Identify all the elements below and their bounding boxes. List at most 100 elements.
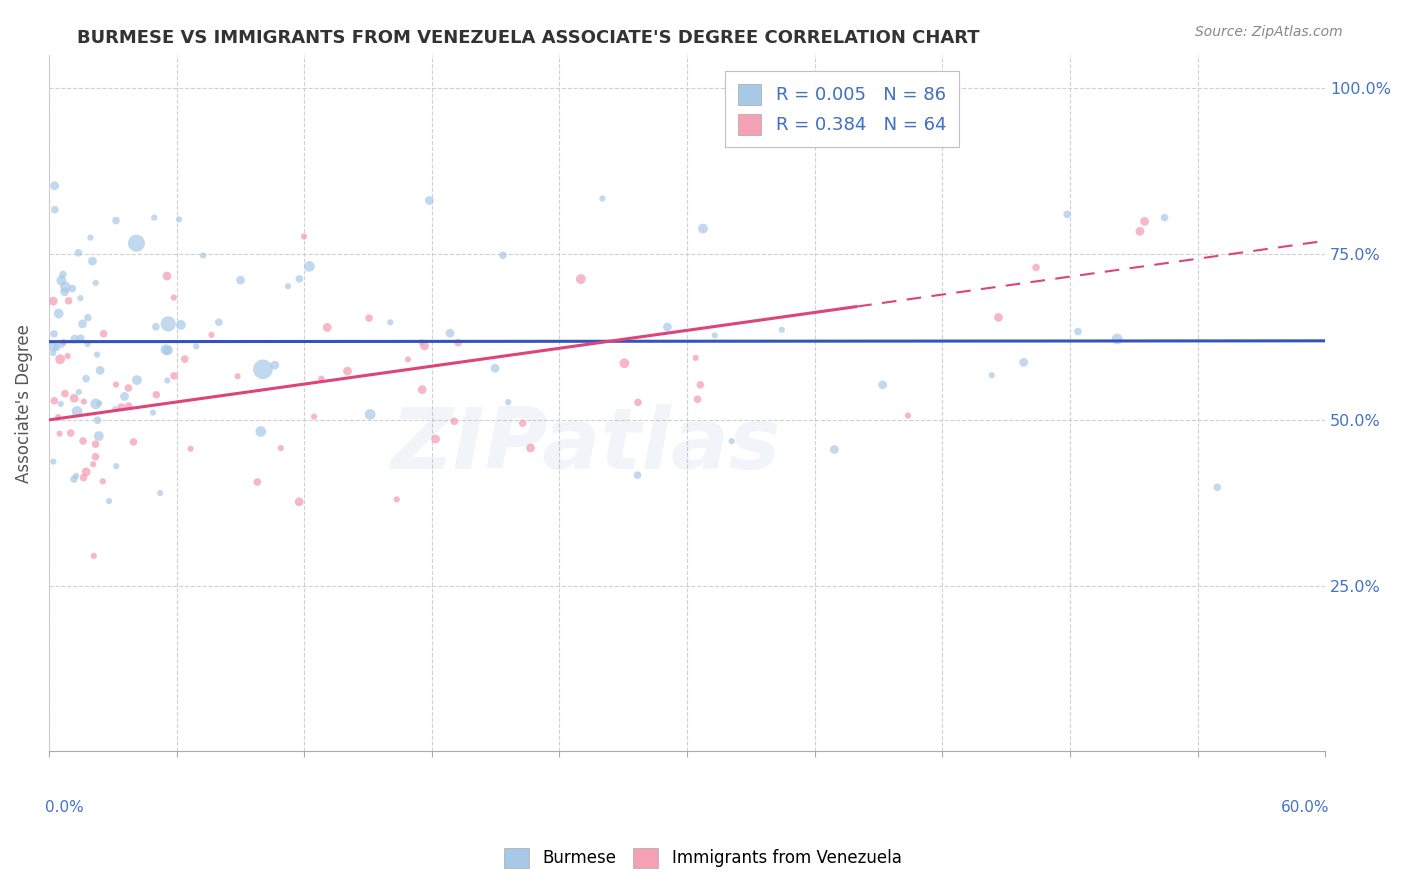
Point [149, 486, 172, 500]
Point [105, 213, 128, 227]
Point [52, 268, 75, 282]
Point [439, 326, 461, 341]
Point [1153, 211, 1175, 225]
Text: BURMESE VS IMMIGRANTS FROM VENEZUELA ASSOCIATE'S DEGREE CORRELATION CHART: BURMESE VS IMMIGRANTS FROM VENEZUELA ASS… [77, 29, 980, 46]
Point [122, 434, 145, 449]
Point [186, 339, 208, 353]
Point [51, 337, 73, 351]
Point [1206, 480, 1229, 494]
Point [49, 352, 72, 367]
Point [145, 319, 167, 334]
Point [69, 291, 91, 305]
Point [110, 400, 132, 414]
Point [42, 346, 65, 360]
Point [627, 395, 650, 409]
Point [156, 269, 179, 284]
Point [157, 317, 180, 331]
Point [82, 254, 104, 268]
Point [53, 285, 76, 299]
Point [1012, 355, 1035, 369]
Point [65, 469, 87, 483]
Point [411, 335, 433, 350]
Point [685, 351, 707, 365]
Point [980, 368, 1002, 383]
Point [170, 318, 193, 332]
Point [104, 402, 127, 417]
Point [498, 395, 520, 409]
Point [569, 272, 592, 286]
Point [79, 230, 101, 244]
Point [298, 260, 321, 274]
Point [114, 389, 136, 403]
Point [208, 315, 231, 329]
Point [311, 372, 333, 386]
Point [229, 273, 252, 287]
Point [987, 310, 1010, 325]
Y-axis label: Associate's Degree: Associate's Degree [15, 324, 32, 483]
Point [1025, 260, 1047, 275]
Point [84, 450, 107, 464]
Point [288, 495, 311, 509]
Point [98, 494, 121, 508]
Point [76, 337, 98, 351]
Point [75, 371, 97, 385]
Point [143, 211, 166, 225]
Point [60, 282, 83, 296]
Point [86, 413, 108, 427]
Point [48, 426, 70, 441]
Point [250, 425, 273, 439]
Point [67, 245, 90, 260]
Point [55, 280, 77, 294]
Point [396, 352, 419, 367]
Point [42, 455, 65, 469]
Text: 0.0%: 0.0% [45, 800, 84, 815]
Point [418, 194, 440, 208]
Text: 60.0%: 60.0% [1281, 800, 1329, 815]
Point [277, 279, 299, 293]
Point [385, 492, 408, 507]
Point [83, 549, 105, 563]
Point [77, 310, 100, 325]
Point [359, 311, 381, 326]
Point [91, 475, 114, 489]
Point [226, 369, 249, 384]
Point [48, 307, 70, 321]
Point [689, 377, 711, 392]
Point [512, 416, 534, 430]
Legend: R = 0.005   N = 86, R = 0.384   N = 64: R = 0.005 N = 86, R = 0.384 N = 64 [725, 71, 959, 147]
Text: ZIPatlas: ZIPatlas [389, 403, 780, 487]
Point [58, 293, 80, 308]
Point [897, 409, 920, 423]
Point [84, 276, 107, 290]
Point [82, 457, 104, 471]
Point [105, 459, 128, 474]
Point [52, 334, 75, 349]
Legend: Burmese, Immigrants from Venezuela: Burmese, Immigrants from Venezuela [498, 841, 908, 875]
Point [104, 377, 127, 392]
Point [270, 441, 292, 455]
Point [93, 326, 115, 341]
Point [246, 475, 269, 489]
Point [51, 273, 73, 287]
Point [63, 332, 86, 346]
Point [155, 343, 177, 357]
Point [44, 202, 66, 217]
Point [53, 386, 76, 401]
Point [67, 384, 90, 399]
Point [591, 192, 613, 206]
Point [72, 317, 94, 331]
Point [44, 178, 66, 193]
Point [156, 374, 179, 388]
Point [288, 272, 311, 286]
Point [686, 392, 709, 407]
Point [66, 404, 89, 418]
Point [359, 408, 381, 422]
Point [145, 388, 167, 402]
Point [872, 377, 894, 392]
Point [117, 381, 139, 395]
Point [163, 291, 186, 305]
Point [823, 442, 845, 457]
Point [163, 368, 186, 383]
Point [1133, 214, 1156, 228]
Point [42, 294, 65, 309]
